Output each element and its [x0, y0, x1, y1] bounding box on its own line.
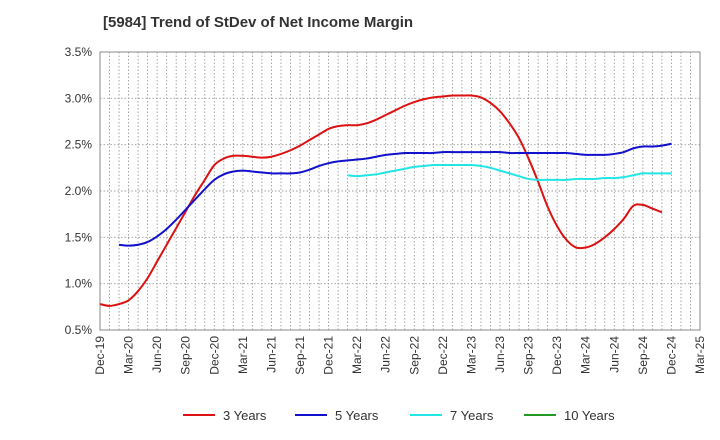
- x-tick-label: Mar-22: [350, 336, 364, 374]
- x-tick-label: Jun-24: [607, 336, 621, 373]
- x-tick-label: Sep-24: [636, 336, 650, 375]
- y-tick-label: 3.5%: [65, 45, 93, 59]
- legend-label: 3 Years: [223, 408, 267, 423]
- y-tick-label: 1.0%: [65, 277, 93, 291]
- x-tick-label: Jun-20: [150, 336, 164, 373]
- x-tick-label: Sep-20: [179, 336, 193, 375]
- series-line-5-years: [118, 142, 672, 247]
- x-tick-label: Mar-20: [122, 336, 136, 374]
- series-layer: [99, 94, 672, 307]
- x-tick-label: Mar-25: [693, 336, 707, 374]
- x-tick-label: Mar-24: [579, 336, 593, 374]
- legend-item-5-years: 5 Years: [295, 408, 379, 423]
- y-tick-label: 2.0%: [65, 184, 93, 198]
- y-tick-label: 3.0%: [65, 91, 93, 105]
- x-tick-label: Dec-24: [664, 336, 678, 375]
- legend-label: 5 Years: [335, 408, 379, 423]
- chart-title: [5984] Trend of StDev of Net Income Marg…: [103, 14, 414, 31]
- x-tick-label: Mar-21: [236, 336, 250, 374]
- legend-label: 7 Years: [450, 408, 494, 423]
- x-tick-label: Sep-23: [522, 336, 536, 375]
- y-tick-label: 2.5%: [65, 138, 93, 152]
- y-tick-label: 0.5%: [65, 323, 93, 337]
- plot-frame: [99, 51, 701, 331]
- legend-item-3-years: 3 Years: [183, 408, 267, 423]
- legend: 3 Years 5 Years 7 Years 10 Years: [183, 408, 615, 423]
- x-tick-label: Sep-21: [293, 336, 307, 375]
- x-tick-label: Jun-21: [264, 336, 278, 373]
- legend-item-10-years: 10 Years: [524, 408, 615, 423]
- x-tick-label: Sep-22: [407, 336, 421, 375]
- series-line-3-years: [99, 94, 663, 307]
- x-tick-label: Dec-21: [322, 336, 336, 375]
- x-tick-label: Dec-19: [93, 336, 107, 375]
- y-tick-label: 1.5%: [65, 230, 93, 244]
- x-tick-label: Dec-22: [436, 336, 450, 375]
- plot-area: [100, 52, 700, 330]
- series-line-7-years: [347, 163, 672, 181]
- legend-label: 10 Years: [564, 408, 615, 423]
- axis-layer: 0.5% 1.0% 1.5% 2.0% 2.5% 3.0% 3.5% Dec-19 Mar-20…: [65, 45, 707, 375]
- x-tick-label: Mar-23: [464, 336, 478, 374]
- x-tick-label: Jun-22: [379, 336, 393, 373]
- x-tick-label: Dec-20: [207, 336, 221, 375]
- x-tick-label: Dec-23: [550, 336, 564, 375]
- legend-item-7-years: 7 Years: [410, 408, 494, 423]
- x-tick-label: Jun-23: [493, 336, 507, 373]
